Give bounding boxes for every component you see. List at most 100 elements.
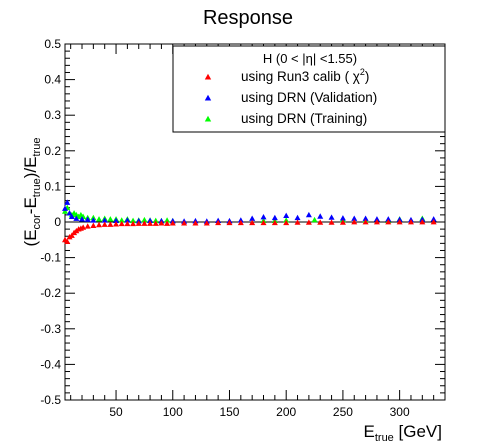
- series-2-point: [294, 214, 301, 221]
- series-3-point: [107, 221, 114, 227]
- series-2-point: [351, 215, 358, 221]
- legend-header: H (0 < |η| <1.55): [263, 51, 357, 66]
- series-2-point: [73, 215, 80, 221]
- y-tick-label: -0.4: [40, 357, 61, 371]
- series-2-point: [64, 199, 71, 205]
- legend-marker-1: [204, 73, 212, 80]
- series-2-point: [339, 215, 346, 221]
- series-2-point: [271, 214, 278, 221]
- y-tick-label: 0: [54, 215, 61, 229]
- series-2-point: [84, 216, 91, 222]
- legend-marker-3: [204, 115, 212, 122]
- series-3-point: [283, 219, 290, 226]
- series-3-point: [135, 220, 142, 226]
- series-3-point: [385, 219, 392, 225]
- series-3-point: [407, 219, 414, 225]
- chart-title: Response: [203, 7, 293, 29]
- series-1-point: [107, 216, 114, 222]
- series-3-point: [226, 219, 233, 226]
- y-tick-label: 0.2: [44, 144, 61, 158]
- series-1-point: [311, 216, 318, 223]
- series-2-point: [373, 216, 380, 222]
- x-tick-label: 50: [109, 405, 123, 419]
- series-2-point: [90, 217, 97, 223]
- series-3-point: [64, 238, 71, 244]
- series-1-point: [130, 217, 137, 223]
- series-3-point: [181, 220, 188, 226]
- series-3-point: [113, 221, 120, 227]
- series-2-point: [385, 216, 392, 222]
- series-2-point: [305, 211, 312, 218]
- y-tick-label: 0.5: [44, 37, 61, 51]
- series-3-point: [305, 219, 312, 225]
- series-3-point: [68, 232, 75, 238]
- series-3-point: [328, 219, 335, 225]
- series-3-point: [152, 220, 159, 226]
- series-2-point: [317, 213, 324, 219]
- series-3-point: [118, 220, 125, 227]
- series-3-point: [101, 221, 108, 227]
- series-2-point: [101, 217, 108, 223]
- series-3-point: [373, 219, 380, 225]
- series-3-point: [130, 220, 137, 227]
- series-2-point: [66, 210, 73, 216]
- x-tick-label: 100: [163, 405, 183, 419]
- series-1-point: [164, 217, 171, 223]
- series-2-point: [430, 216, 437, 222]
- x-axis: 50 100 150 200 250 300: [70, 44, 446, 419]
- series-1-point: [118, 217, 125, 223]
- series-3-point: [249, 219, 256, 226]
- series-3-point: [396, 219, 403, 225]
- plot-area: 50 100 150 200 250 300 -0.5 -0.4 -0.3 -0.2 -0.1 0 0…: [40, 37, 446, 419]
- series-3-point: [430, 219, 437, 225]
- series-2-point: [68, 213, 75, 220]
- series-3-point: [260, 219, 267, 226]
- series-1-point: [141, 216, 148, 223]
- series-1-point: [62, 208, 68, 214]
- legend-entry-1: using Run3 calib ( χ2): [241, 67, 369, 84]
- series-2-point: [147, 217, 154, 223]
- y-tick-label: -0.2: [40, 286, 61, 300]
- series-3-point: [351, 219, 358, 225]
- y-tick-label: 0.3: [44, 108, 61, 122]
- series-2-point: [124, 217, 131, 223]
- series-3-point: [96, 221, 103, 228]
- y-tick-label: 0.1: [44, 179, 61, 193]
- series-3-point: [271, 219, 278, 226]
- x-tick-label: 300: [390, 405, 410, 419]
- series-3-point: [237, 219, 244, 226]
- series-3-point: [90, 222, 97, 228]
- series-3-point: [141, 220, 148, 226]
- legend-entry-3: using DRN (Training): [241, 111, 367, 126]
- series-3-point: [339, 219, 346, 225]
- legend: H (0 < |η| <1.55) using Run3 calib ( χ2)…: [172, 45, 446, 133]
- series-3-point: [164, 220, 171, 226]
- series-1-point: [152, 217, 159, 223]
- series-3-point: [84, 223, 91, 229]
- series-2-point: [283, 212, 290, 218]
- series-2-point: [249, 215, 256, 221]
- series-3-point: [169, 220, 176, 226]
- series-3-point: [294, 219, 301, 225]
- series-3-point: [158, 220, 165, 226]
- series-3-point: [362, 219, 369, 225]
- legend-box: [172, 45, 446, 133]
- y-tick-label: -0.3: [40, 322, 61, 336]
- x-tick-label: 250: [333, 405, 353, 419]
- series-2-point: [79, 216, 86, 222]
- series-3-point: [80, 224, 87, 230]
- data-markers: [62, 199, 437, 244]
- legend-marker-2: [204, 94, 212, 101]
- series-3-point: [215, 219, 222, 226]
- series-2-point: [113, 217, 120, 223]
- series-3-point: [419, 219, 426, 225]
- x-axis-label: Etrue [GeV]: [364, 422, 443, 444]
- y-tick-label: -0.1: [40, 251, 61, 265]
- x-tick-label: 150: [219, 405, 239, 419]
- x-tick-label: 200: [276, 405, 296, 419]
- series-3-point: [317, 219, 324, 225]
- series-3-point: [192, 220, 199, 226]
- series-3-point: [203, 220, 210, 226]
- series-2-point: [328, 214, 335, 220]
